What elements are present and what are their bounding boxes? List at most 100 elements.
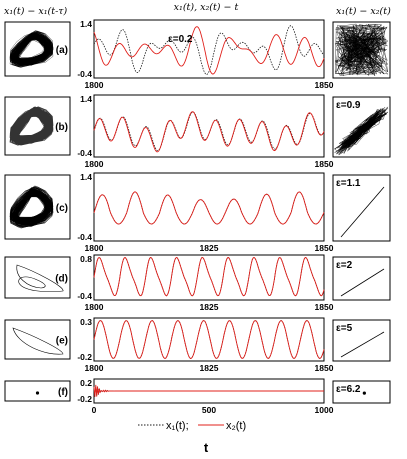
phase-portrait-2: (b) — [4, 96, 71, 156]
x-axis-label: t — [204, 440, 209, 455]
panel-label: (e) — [56, 336, 68, 347]
series-x1 — [93, 320, 325, 359]
legend-x2-label: x₂(t) — [226, 420, 246, 432]
phase-portrait-5: (e) — [4, 319, 71, 360]
sync-plot-3: ε=1.1 — [332, 174, 391, 242]
x-tick-label: 1850 — [315, 80, 334, 90]
sync-plot-2: ε=0.9 — [332, 96, 391, 158]
sync-plot-4: ε=2 — [332, 256, 391, 301]
x-tick-label: 1800 — [85, 363, 104, 373]
y-tick-label: 1.4 — [80, 94, 92, 104]
epsilon-label: ε=0.2 — [168, 34, 193, 45]
sync-plot-frame — [332, 96, 391, 158]
chaotic-attractor — [9, 30, 54, 68]
fixed-point — [362, 391, 366, 395]
sync-plot-frame — [332, 21, 391, 79]
timeseries-frame — [93, 172, 325, 242]
x-tick-label: 1850 — [315, 302, 334, 312]
panel-label: (f) — [58, 387, 68, 398]
phase-portrait-4: (d) — [4, 256, 71, 299]
diagonal-line — [340, 331, 385, 358]
series-x2 — [93, 191, 325, 225]
phase-portrait-frame — [4, 96, 71, 156]
x-tick-label: 1825 — [200, 243, 219, 253]
middle-column-header: x₁(t), x₂(t) − t — [174, 2, 239, 13]
sync-plot-frame — [332, 174, 391, 242]
y-tick-label: -0.2 — [77, 352, 92, 362]
panel-label: (b) — [55, 122, 68, 133]
x-tick-label: 1800 — [85, 243, 104, 253]
y-tick-label: -0.4 — [77, 232, 92, 242]
y-tick-label: 1.4 — [80, 19, 92, 29]
chaotic-attractor — [9, 106, 54, 146]
timeseries-frame — [93, 94, 325, 158]
sync-plot-5: ε=5 — [332, 319, 391, 362]
timeseries-6: 0.2 -0.20 500 1000 — [77, 378, 333, 415]
y-tick-label: 0.8 — [80, 254, 92, 264]
phase-portrait-frame — [4, 256, 71, 299]
panel-label: (d) — [55, 274, 68, 285]
x-tick-label: 1800 — [85, 80, 104, 90]
phase-portrait-frame — [4, 21, 71, 77]
y-tick-label: 0.3 — [80, 317, 92, 327]
x-tick-label: 1800 — [85, 159, 104, 169]
timeseries-frame — [93, 254, 325, 301]
y-tick-label: -0.4 — [77, 148, 92, 158]
timeseries-frame — [93, 19, 325, 79]
phase-portrait-frame — [4, 174, 71, 240]
y-tick-label: 1.4 — [80, 172, 92, 182]
epsilon-label: ε=1.1 — [336, 178, 361, 189]
y-tick-label: 0.2 — [80, 378, 92, 388]
series-x2 — [93, 256, 325, 297]
legend: x₁(t); x₂(t) — [138, 420, 246, 432]
phase-portrait-frame — [4, 319, 71, 360]
phase-portrait-1: (a) — [4, 21, 71, 77]
panel-label: (c) — [56, 203, 68, 214]
diagonal-band — [333, 106, 389, 155]
phase-portrait-3: (c) — [4, 174, 71, 240]
series-x1 — [93, 257, 325, 297]
single-loop — [12, 327, 64, 355]
x-tick-label: 1000 — [315, 405, 334, 415]
x-tick-label: 1825 — [200, 302, 219, 312]
sync-plot-frame — [332, 256, 391, 301]
x-tick-label: 1850 — [315, 159, 334, 169]
series-x1 — [93, 25, 325, 75]
chaotic-cloud — [334, 23, 389, 77]
fixed-point — [35, 391, 40, 395]
phase-portrait-6: (f) — [4, 380, 71, 402]
x-tick-label: 1850 — [315, 243, 334, 253]
y-tick-label: -0.4 — [77, 69, 92, 79]
phase-portrait-frame — [4, 380, 71, 402]
series-x2 — [93, 384, 324, 397]
x-tick-label: 0 — [92, 405, 97, 415]
epsilon-label: ε=5 — [336, 323, 353, 334]
left-column-header: x₁(t) − x₁(t-τ) — [4, 6, 68, 17]
series-x2 — [93, 26, 325, 75]
right-column-header: x₁(t) − x₂(t) — [336, 6, 391, 17]
chaotic-attractor — [9, 185, 54, 229]
epsilon-label: ε=0.9 — [336, 100, 361, 111]
series-x2 — [93, 111, 325, 153]
x-tick-label: 500 — [202, 405, 216, 415]
x-tick-label: 1800 — [85, 302, 104, 312]
sync-plot-frame — [332, 380, 391, 404]
x-tick-label: 1850 — [315, 363, 334, 373]
sync-plot-1 — [332, 21, 391, 79]
diagonal-line — [340, 186, 385, 238]
sync-plot-6: ε=6.2 — [332, 380, 391, 404]
y-tick-label: -0.4 — [77, 291, 92, 301]
legend-x1-label: x₁(t); — [166, 420, 189, 432]
diagonal-line — [340, 268, 385, 297]
